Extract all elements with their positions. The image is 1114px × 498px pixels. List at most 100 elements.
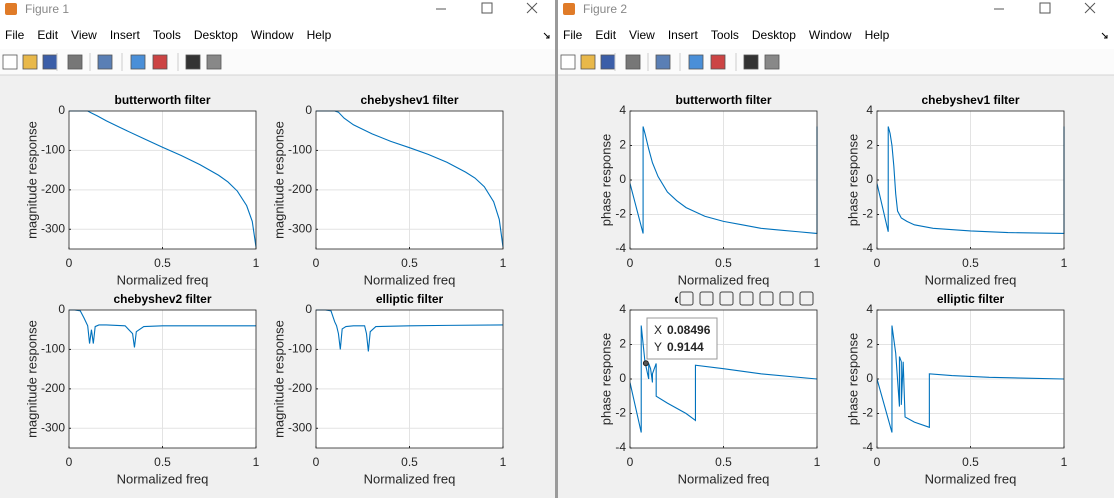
chart-title: chebyshev1 filter <box>921 93 1019 107</box>
axes-toolbar-button[interactable] <box>719 291 734 306</box>
app-icon <box>563 3 575 15</box>
y-tick-label: -300 <box>41 420 65 434</box>
toolbar-button[interactable] <box>130 54 146 70</box>
toolbar-button[interactable] <box>743 54 759 70</box>
menu-item[interactable]: Edit <box>595 28 616 42</box>
toolbar-button[interactable] <box>688 54 704 70</box>
menu-item[interactable]: Help <box>307 28 332 42</box>
axes-toolbar-button[interactable] <box>739 291 754 306</box>
y-tick-label: -2 <box>615 207 626 221</box>
axes-toolbar-button[interactable] <box>679 291 694 306</box>
menu-item[interactable]: View <box>629 28 655 42</box>
x-tick-label: 0 <box>313 256 320 270</box>
toolbar-button[interactable] <box>580 54 596 70</box>
axes-box <box>315 110 504 250</box>
x-tick-label: 0 <box>627 455 634 469</box>
line-series <box>630 325 818 433</box>
x-tick-label: 0 <box>313 455 320 469</box>
menu-item[interactable]: Insert <box>110 28 141 42</box>
menu-item[interactable]: Tools <box>711 28 739 42</box>
toolbar-button[interactable] <box>152 54 168 70</box>
toolbar-button[interactable] <box>42 54 58 70</box>
menu-item[interactable]: Tools <box>153 28 181 42</box>
menu-item[interactable]: Window <box>251 28 294 42</box>
toolbar-button[interactable] <box>2 54 18 70</box>
axes-box <box>629 309 818 449</box>
axes-toolbar-button[interactable] <box>759 291 774 306</box>
y-tick-label: 0 <box>58 302 65 316</box>
menu-item[interactable]: View <box>71 28 97 42</box>
undock-arrow[interactable] <box>543 32 550 39</box>
y-axis-label: magnitude response <box>271 320 286 438</box>
toolbar-button[interactable] <box>600 54 616 70</box>
menu-item[interactable]: Edit <box>37 28 58 42</box>
toolbar-button[interactable] <box>22 54 38 70</box>
x-tick-label: 1 <box>814 256 821 270</box>
axes-box <box>68 110 257 250</box>
x-tick-label: 0.5 <box>715 256 732 270</box>
title-bar <box>558 0 1114 20</box>
toolbar-button[interactable] <box>97 54 113 70</box>
chart-title: chebyshev2 filter <box>113 292 211 306</box>
axes-box <box>315 309 504 449</box>
x-axis-label: Normalized freq <box>678 471 770 486</box>
axes-toolbar-button[interactable] <box>699 291 714 306</box>
toolbar-button[interactable] <box>185 54 201 70</box>
toolbar-button[interactable] <box>625 54 641 70</box>
y-tick-label: 2 <box>866 337 873 351</box>
toolbar-button[interactable] <box>655 54 671 70</box>
x-tick-label: 0.5 <box>154 455 171 469</box>
chart-title: chebyshev1 filter <box>360 93 458 107</box>
axes-toolbar-button[interactable] <box>779 291 794 306</box>
x-axis-label: Normalized freq <box>364 471 456 486</box>
menu-item[interactable]: Desktop <box>194 28 238 42</box>
undock-arrow[interactable] <box>1101 32 1108 39</box>
menu-item[interactable]: Insert <box>668 28 699 42</box>
close-button[interactable] <box>1084 2 1096 14</box>
toolbar-button[interactable] <box>560 54 576 70</box>
x-tick-label: 1 <box>500 256 507 270</box>
y-tick-label: -100 <box>41 143 65 157</box>
x-axis-label: Normalized freq <box>364 272 456 287</box>
toolbar-button[interactable] <box>67 54 83 70</box>
y-tick-label: -4 <box>862 241 873 255</box>
maximize-button[interactable] <box>1039 2 1051 14</box>
x-axis-label: Normalized freq <box>678 272 770 287</box>
x-tick-label: 0.5 <box>715 455 732 469</box>
maximize-button[interactable] <box>481 2 493 14</box>
x-axis-label: Normalized freq <box>117 272 209 287</box>
datatip-marker[interactable] <box>642 360 649 367</box>
window-title: Figure 1 <box>25 2 69 16</box>
y-axis-label: phase response <box>598 333 613 426</box>
y-tick-label: -200 <box>288 182 312 196</box>
menu-item[interactable]: File <box>563 28 583 42</box>
x-tick-label: 0.5 <box>962 455 979 469</box>
menu-item[interactable]: Desktop <box>752 28 796 42</box>
menu-bar <box>0 20 555 49</box>
close-button[interactable] <box>526 2 538 14</box>
y-axis-label: magnitude response <box>24 320 39 438</box>
axes-toolbar-button[interactable] <box>799 291 814 306</box>
axes-box <box>629 110 818 250</box>
y-axis-label: magnitude response <box>24 121 39 239</box>
menu-item[interactable]: Help <box>865 28 890 42</box>
chart-title: butterworth filter <box>676 93 772 107</box>
menu-item[interactable]: File <box>5 28 25 42</box>
toolbar-button[interactable] <box>710 54 726 70</box>
toolbar-button[interactable] <box>764 54 780 70</box>
x-tick-label: 0 <box>66 455 73 469</box>
y-tick-label: 4 <box>619 103 626 117</box>
title-bar <box>0 0 555 20</box>
x-tick-label: 1 <box>253 455 260 469</box>
y-tick-label: 0 <box>58 103 65 117</box>
y-tick-label: 2 <box>866 138 873 152</box>
toolbar-button[interactable] <box>206 54 222 70</box>
x-tick-label: 1 <box>814 455 821 469</box>
menu-item[interactable]: Window <box>809 28 852 42</box>
y-tick-label: -2 <box>615 406 626 420</box>
y-tick-label: -100 <box>41 342 65 356</box>
app-icon <box>5 3 17 15</box>
window-divider <box>555 0 558 498</box>
window-title: Figure 2 <box>583 2 627 16</box>
y-tick-label: 2 <box>619 337 626 351</box>
